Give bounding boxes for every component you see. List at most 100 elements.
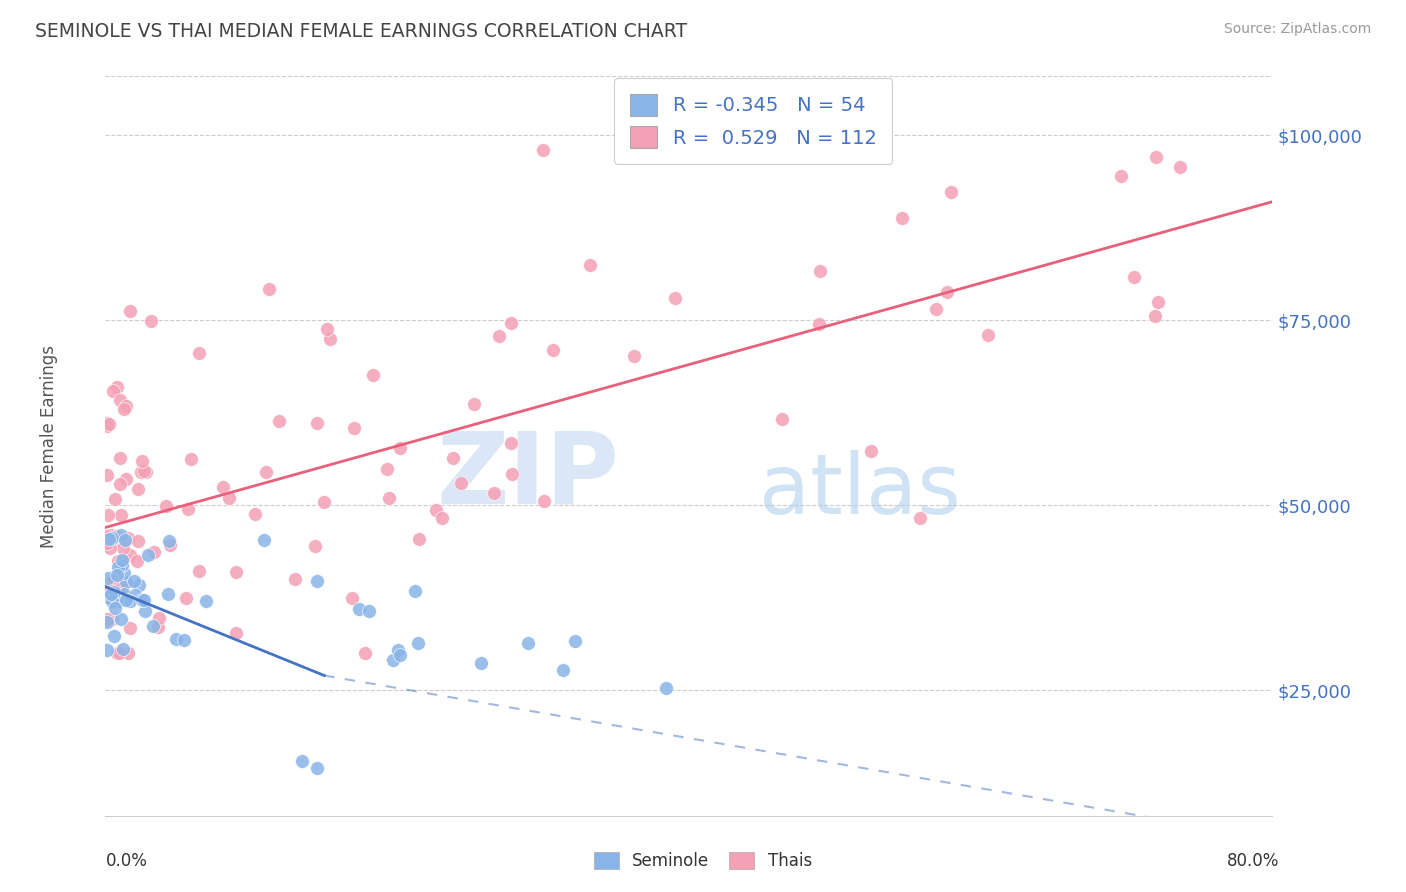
Text: 0.0%: 0.0%	[105, 852, 148, 870]
Point	[155, 500, 177, 514]
Point	[284, 572, 307, 586]
Point	[111, 558, 134, 573]
Point	[564, 634, 586, 648]
Point	[254, 466, 277, 480]
Point	[142, 619, 165, 633]
Point	[187, 346, 209, 360]
Point	[141, 314, 163, 328]
Point	[120, 548, 142, 562]
Point	[1109, 169, 1132, 184]
Point	[124, 574, 146, 588]
Point	[118, 594, 141, 608]
Point	[101, 587, 124, 601]
Point	[98, 541, 121, 556]
Point	[482, 485, 505, 500]
Point	[541, 343, 564, 358]
Point	[129, 465, 152, 479]
Point	[342, 591, 364, 606]
Point	[770, 412, 793, 426]
Point	[107, 560, 129, 574]
Point	[257, 282, 280, 296]
Point	[890, 211, 912, 225]
Point	[408, 532, 430, 546]
Point	[381, 653, 404, 667]
Point	[132, 593, 155, 607]
Point	[98, 575, 121, 590]
Point	[115, 399, 138, 413]
Point	[808, 264, 831, 278]
Point	[96, 643, 118, 657]
Point	[96, 535, 118, 549]
Point	[110, 392, 132, 407]
Point	[859, 444, 882, 458]
Point	[111, 541, 134, 555]
Point	[107, 554, 129, 568]
Point	[112, 587, 135, 601]
Point	[375, 462, 398, 476]
Point	[253, 533, 276, 547]
Point	[103, 584, 125, 599]
Point	[104, 534, 127, 549]
Point	[387, 643, 409, 657]
Point	[470, 657, 492, 671]
Point	[225, 565, 247, 579]
Point	[305, 416, 328, 430]
Point	[425, 503, 447, 517]
Point	[316, 321, 339, 335]
Point	[430, 511, 453, 525]
Point	[97, 508, 120, 523]
Point	[131, 454, 153, 468]
Point	[98, 417, 121, 431]
Point	[128, 578, 150, 592]
Point	[501, 436, 523, 450]
Point	[103, 629, 125, 643]
Point	[111, 553, 134, 567]
Point	[117, 531, 139, 545]
Point	[108, 646, 131, 660]
Point	[111, 558, 134, 572]
Point	[623, 349, 645, 363]
Point	[157, 587, 180, 601]
Point	[125, 554, 148, 568]
Point	[132, 464, 155, 478]
Point	[96, 417, 118, 431]
Point	[925, 301, 948, 316]
Legend: R = -0.345   N = 54, R =  0.529   N = 112: R = -0.345 N = 54, R = 0.529 N = 112	[614, 78, 891, 164]
Point	[174, 591, 197, 606]
Point	[450, 475, 472, 490]
Point	[104, 492, 127, 507]
Text: Source: ZipAtlas.com: Source: ZipAtlas.com	[1223, 22, 1371, 37]
Point	[305, 761, 328, 775]
Point	[131, 593, 153, 607]
Point	[977, 327, 1000, 342]
Point	[180, 451, 202, 466]
Point	[136, 548, 159, 562]
Point	[441, 451, 464, 466]
Point	[908, 511, 931, 525]
Point	[107, 568, 129, 582]
Point	[96, 529, 118, 543]
Point	[96, 571, 118, 585]
Point	[112, 642, 135, 657]
Point	[114, 533, 136, 547]
Point	[406, 635, 429, 649]
Point	[1122, 269, 1144, 284]
Point	[124, 588, 146, 602]
Point	[104, 567, 127, 582]
Text: 80.0%: 80.0%	[1227, 852, 1279, 870]
Point	[98, 534, 121, 549]
Point	[177, 502, 200, 516]
Point	[517, 636, 540, 650]
Point	[243, 507, 266, 521]
Point	[101, 573, 124, 587]
Point	[118, 622, 141, 636]
Point	[1144, 310, 1167, 324]
Point	[808, 317, 831, 331]
Point	[101, 384, 124, 399]
Point	[110, 612, 132, 626]
Point	[319, 332, 342, 346]
Point	[501, 467, 523, 482]
Point	[114, 472, 136, 486]
Point	[108, 451, 131, 466]
Point	[655, 681, 678, 695]
